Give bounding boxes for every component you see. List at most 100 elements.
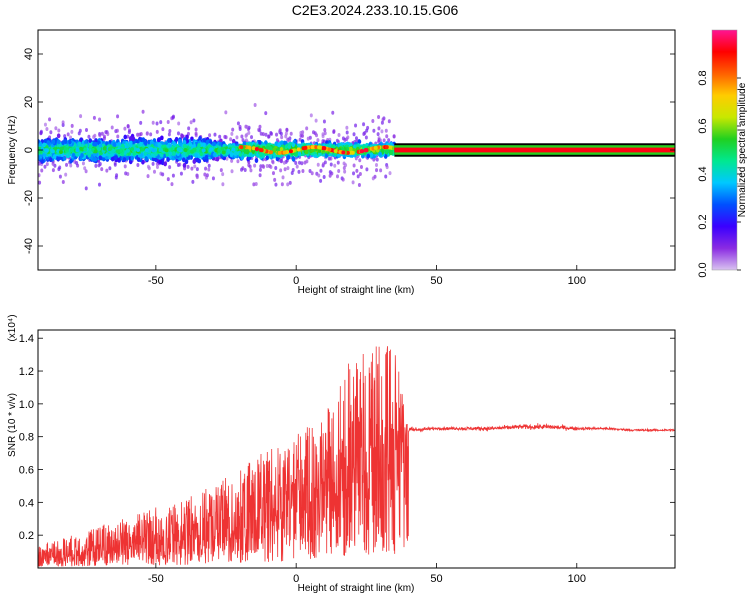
- spectrum-point: [63, 146, 68, 151]
- spectrum-point: [342, 166, 346, 171]
- spectrum-point: [143, 141, 148, 146]
- spectrum-point: [283, 167, 287, 172]
- spectrum-point: [88, 144, 93, 150]
- spectrum-point: [297, 143, 302, 149]
- spectrum-point: [286, 154, 291, 160]
- spectrum-point: [212, 152, 217, 158]
- colorbar-frame: [711, 29, 738, 271]
- spectrum-point: [294, 160, 298, 165]
- spectrum-point: [245, 125, 249, 130]
- spectrum-point: [45, 127, 49, 132]
- spectrum-point: [337, 132, 341, 137]
- spectrum-point: [310, 145, 315, 150]
- spectrum-point: [295, 164, 299, 169]
- spectrum-point: [357, 183, 361, 188]
- snr-series-line: [38, 346, 675, 567]
- spectrum-point: [194, 131, 198, 136]
- spectrum-marks: [38, 103, 675, 191]
- snr-frame: [37, 329, 676, 569]
- spectrum-point: [230, 131, 234, 136]
- spectrum-point: [69, 147, 74, 152]
- spectrum-point: [68, 139, 72, 145]
- spectrum-point: [51, 139, 56, 145]
- spectrum-point: [185, 138, 190, 144]
- spectrum-point: [113, 162, 117, 167]
- spectrum-point: [316, 162, 320, 167]
- spectrum-point: [201, 148, 206, 153]
- y-tick-label: 1.0: [19, 399, 34, 411]
- spectrum-point: [323, 131, 327, 136]
- spectrum-point: [57, 167, 61, 172]
- spectrum-point: [242, 141, 247, 146]
- colorbar-tick-label: 0.8: [697, 70, 709, 85]
- spectrum-point: [98, 155, 103, 161]
- x-tick-label: 50: [430, 275, 442, 287]
- spectrum-point: [126, 123, 130, 128]
- spectrum-point: [341, 150, 346, 155]
- spectrum-point: [170, 182, 174, 187]
- colorbar: 0.0 0.2 0.4 0.6 0.8 Normalized spectral ampl…: [697, 29, 748, 278]
- spectrum-point: [149, 132, 153, 137]
- spectrum-point: [46, 140, 51, 145]
- spectrum-point: [285, 127, 289, 132]
- spectrum-point: [140, 147, 145, 152]
- spectrum-point: [352, 163, 356, 168]
- spectrum-point: [229, 137, 233, 142]
- spectrum-point: [279, 147, 284, 152]
- spectrum-point: [43, 122, 47, 127]
- spectrum-point: [219, 168, 223, 173]
- snr-y-scale-note: (x10⁴): [7, 314, 18, 341]
- snr-y-ticks: 0.2 0.4 0.6 0.8 1.0 1.2 1.4: [19, 333, 675, 542]
- spectrum-point: [84, 128, 88, 133]
- spectrum-point: [282, 160, 286, 165]
- spectrum-point: [204, 166, 208, 171]
- spectrum-point: [168, 128, 172, 133]
- spectrum-point: [239, 145, 244, 150]
- spectrum-point: [301, 133, 305, 138]
- spectrum-point: [254, 158, 259, 163]
- spectrum-point: [130, 155, 135, 161]
- spectrum-point: [146, 174, 150, 179]
- spectrum-point: [284, 131, 288, 136]
- x-tick-label: 50: [430, 573, 442, 585]
- spectrum-point: [378, 151, 382, 157]
- spectrum-point: [354, 136, 358, 141]
- spectrum-point: [105, 168, 109, 173]
- spectrum-point: [221, 172, 225, 177]
- spectrum-point: [108, 166, 112, 171]
- spectrum-point: [331, 110, 335, 115]
- spectrum-point: [343, 169, 347, 174]
- spectrum-point: [279, 140, 284, 146]
- spectrum-point: [52, 154, 57, 159]
- spectrum-point: [183, 148, 188, 153]
- spectrum-point: [290, 170, 294, 175]
- spectrum-point: [70, 129, 74, 134]
- spectrum-point: [50, 149, 55, 154]
- spectrum-point: [297, 169, 301, 174]
- spectrum-point: [192, 147, 197, 152]
- spectrum-point: [253, 163, 257, 168]
- spectrum-point: [181, 157, 186, 163]
- spectrum-point: [61, 179, 65, 184]
- spectrum-point: [176, 131, 180, 136]
- spectrum-point: [93, 149, 98, 154]
- spectrum-point: [195, 175, 199, 180]
- spectrum-point: [333, 163, 337, 168]
- spectrum-point: [251, 146, 256, 151]
- spectrum-point: [267, 134, 271, 139]
- spectrum-point: [371, 119, 375, 124]
- spectrum-point: [323, 160, 327, 165]
- spectrum-point: [279, 168, 283, 173]
- spectrum-point: [177, 121, 181, 126]
- spectrum-point: [194, 153, 198, 159]
- spectrum-point: [158, 159, 163, 165]
- spectrum-x-axis-title: Height of straight line (km): [298, 285, 415, 296]
- spectrum-point: [75, 160, 79, 165]
- spectrum-point: [389, 150, 394, 156]
- spectrum-point: [69, 163, 73, 168]
- spectrum-point: [156, 137, 161, 143]
- spectrum-point: [98, 117, 102, 122]
- spectrum-point: [269, 164, 273, 169]
- spectrum-point: [202, 142, 206, 148]
- colorbar-tick-label: 0.0: [697, 262, 709, 277]
